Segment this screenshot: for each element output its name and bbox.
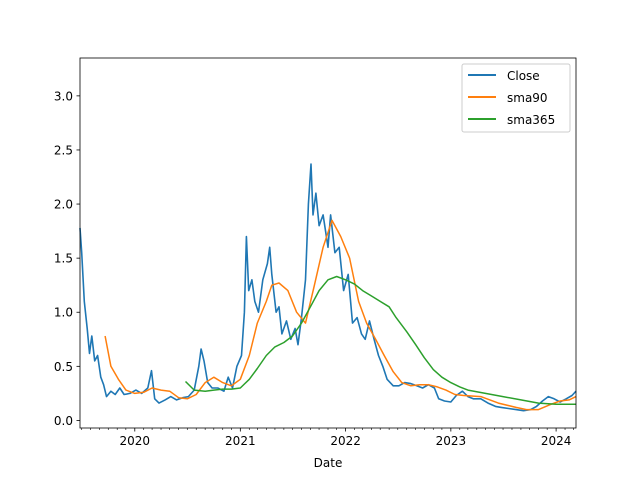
series-line-sma365 (184, 275, 576, 405)
series-line-sma90 (104, 219, 577, 411)
x-tick-label: 2020 (120, 434, 151, 448)
y-tick-label: 1.0 (54, 306, 73, 320)
legend-label-sma90: sma90 (507, 91, 548, 105)
y-tick-label: 2.5 (54, 143, 73, 157)
axis-ticks: 0.0 0.5 1.0 1.5 2.0 2.5 3.0 2020 2021 2022 2023 202… (54, 89, 574, 448)
series-line-close (79, 163, 577, 412)
x-tick-label: 2024 (541, 434, 572, 448)
legend: Close sma90 sma365 (461, 63, 571, 133)
y-tick-label: 1.5 (54, 252, 73, 266)
y-tick-label: 0.0 (54, 414, 73, 428)
legend-label-sma365: sma365 (507, 113, 555, 127)
x-tick-label: 2022 (330, 434, 361, 448)
y-tick-label: 0.5 (54, 360, 73, 374)
y-tick-label: 3.0 (54, 89, 73, 103)
legend-box (461, 63, 571, 133)
x-tick-label: 2021 (225, 434, 256, 448)
x-tick-label: 2023 (436, 434, 467, 448)
y-tick-label: 2.0 (54, 198, 73, 212)
series-lines (79, 163, 577, 412)
x-axis-label: Date (314, 456, 343, 470)
legend-label-close: Close (507, 69, 540, 83)
